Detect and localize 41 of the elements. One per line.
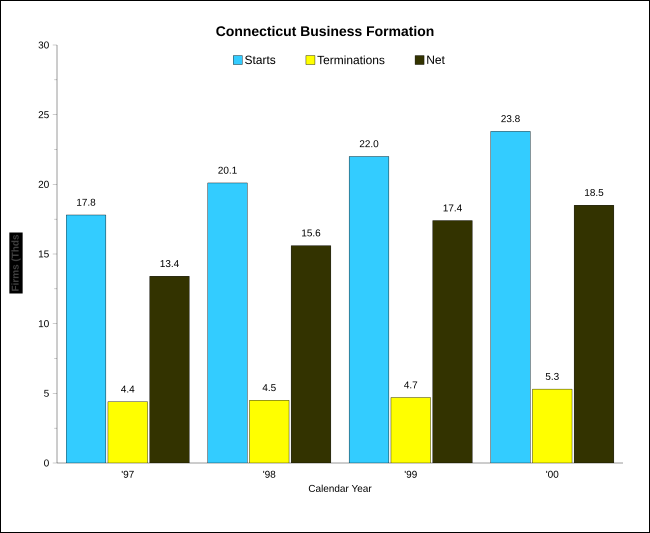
data-label: 15.6 (302, 229, 320, 236)
data-label: 13.4 (160, 260, 179, 268)
bar (208, 182, 248, 463)
x-tick-label: '00 (546, 470, 558, 478)
legend-label: Terminations (317, 55, 384, 64)
legend-label: Starts (245, 56, 276, 64)
bar (249, 400, 290, 463)
legend-label: Net (427, 56, 445, 64)
data-label: 4.7 (404, 381, 418, 388)
data-label: 17.8 (77, 198, 96, 206)
y-tick-label: 30 (38, 41, 49, 49)
chart-title: Connecticut Business Formation (216, 26, 434, 36)
bar (349, 156, 389, 463)
x-tick-label: '97 (122, 470, 134, 478)
bar (432, 220, 472, 463)
x-tick-label: '99 (404, 470, 417, 478)
bar (574, 205, 614, 463)
data-label: 18.5 (585, 188, 604, 196)
data-label: 4.5 (262, 384, 276, 392)
data-label: 22.0 (360, 140, 378, 148)
data-label: 23.8 (501, 115, 520, 122)
y-tick-label: 0 (44, 459, 49, 467)
y-axis-title: Firms (Thds (11, 234, 21, 291)
bar (150, 276, 190, 463)
y-tick-label: 15 (38, 250, 49, 258)
y-tick-label: 25 (38, 111, 49, 118)
data-label: 4.4 (121, 386, 134, 392)
bar (291, 246, 331, 463)
bar (66, 214, 106, 463)
x-tick-label: '98 (263, 470, 276, 478)
bar (532, 388, 572, 463)
bar (490, 131, 531, 463)
y-tick-label: 10 (38, 320, 49, 328)
data-label: 17.4 (444, 204, 462, 212)
y-tick-label: 5 (44, 390, 49, 397)
x-axis-title: Calendar Year (308, 484, 372, 492)
data-label: 20.1 (218, 166, 237, 174)
data-label: 5.3 (546, 372, 559, 380)
bar (390, 398, 431, 463)
bar (108, 402, 148, 463)
y-tick-label: 20 (38, 180, 49, 188)
